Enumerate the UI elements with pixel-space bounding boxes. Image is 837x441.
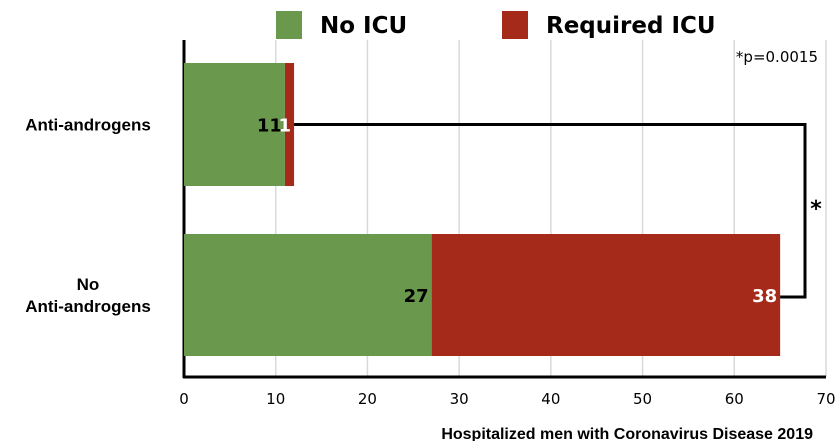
significance-bracket: * [294,123,822,299]
x-tick-label-50: 50 [633,390,652,408]
x-tick-label-30: 30 [450,390,469,408]
category-labels: Anti-androgens No Anti-androgens [25,116,151,317]
legend: No ICU Required ICU [276,11,716,39]
category-label-1: No Anti-androgens [25,275,151,316]
bar-value-label: 38 [752,286,777,307]
category-label-0: Anti-androgens [25,116,151,135]
grid-lines [274,40,827,377]
bar-no-icu-1 [184,234,432,356]
bars: 111 27 38 [184,63,781,356]
bar-required-icu-1 [431,234,781,356]
x-tick-label-0: 0 [179,390,189,408]
bar-value-label: 27 [404,286,429,307]
bracket-line [294,123,807,299]
p-value-annotation: *p=0.0015 [736,48,818,66]
bar-value-label: 1 [279,116,292,137]
legend-swatch-1 [502,11,528,39]
legend-label-1: Required ICU [546,13,716,39]
significance-star: * [810,197,822,222]
x-axis-title: Hospitalized men with Coronavirus Diseas… [441,426,813,441]
x-tick-label-70: 70 [816,390,835,408]
x-tick-label-40: 40 [541,390,560,408]
legend-label-0: No ICU [320,13,407,39]
x-tick-label-10: 10 [266,390,285,408]
legend-swatch-0 [276,11,302,39]
x-tick-label-20: 20 [358,390,377,408]
bar-required-icu-0 [284,63,295,186]
x-tick-label-60: 60 [725,390,744,408]
bar-no-icu-0 [184,63,285,186]
x-tick-labels: 0 10 20 30 40 50 60 70 [179,390,835,408]
bar-value-label: 11 [257,116,282,137]
